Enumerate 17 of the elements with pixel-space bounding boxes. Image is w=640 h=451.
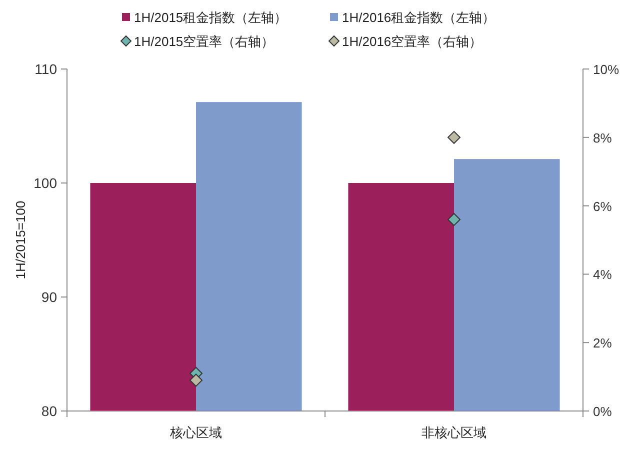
x-tick-label: 非核心区域 — [422, 425, 486, 440]
legend-label: 1H/2015空置率（右轴） — [134, 34, 274, 49]
y-tick-label: 100 — [34, 175, 58, 191]
legend-label: 1H/2015租金指数（左轴） — [134, 10, 288, 25]
x-tick-label: 核心区域 — [169, 425, 222, 440]
y-tick-label: 80 — [41, 403, 58, 419]
y-tick-label: 90 — [41, 289, 58, 305]
y2-tick-label: 10% — [593, 62, 620, 77]
y2-tick-label: 6% — [593, 198, 612, 214]
legend-label: 1H/2016租金指数（左轴） — [342, 10, 496, 25]
y2-tick-label: 4% — [593, 267, 612, 282]
y-tick-label: 110 — [34, 61, 58, 77]
legend-label: 1H/2016空置率（右轴） — [342, 34, 482, 49]
y2-tick-label: 8% — [593, 130, 612, 146]
y-axis-title: 1H/2015=100 — [13, 200, 28, 280]
y2-tick-label: 0% — [593, 404, 612, 419]
y2-tick-label: 2% — [593, 336, 612, 351]
